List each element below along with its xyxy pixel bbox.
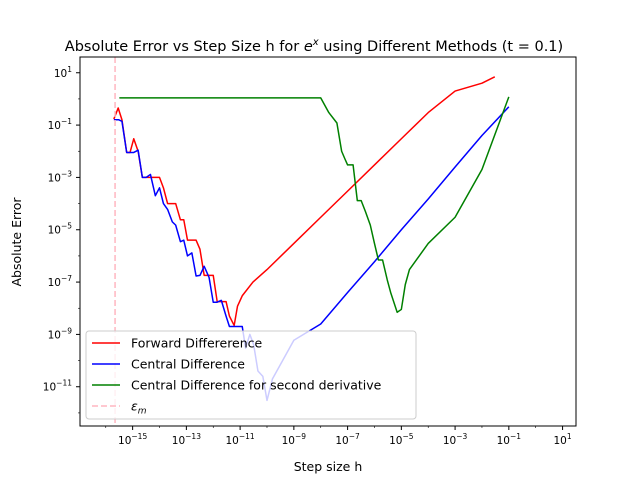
- x-axis-ticks: 10−15 10−13 10−11 10−9 10−7 10−5 10−3 10−1 101: [105, 426, 572, 447]
- ytick-exp: −5: [61, 222, 72, 231]
- ytick-base: 10: [48, 172, 61, 184]
- chart-title-suffix: using Different Methods (t = 0.1): [319, 39, 564, 55]
- ytick-exp: −11: [56, 379, 72, 388]
- chart-title-math: e: [304, 39, 313, 55]
- ytick-base: 10: [48, 277, 61, 289]
- x-tick-label: 101: [553, 432, 571, 447]
- y-tick-label: 10−1: [48, 117, 73, 132]
- xtick-exp: −5: [403, 432, 414, 441]
- chart-title-prefix: Absolute Error vs Step Size h for: [65, 39, 304, 55]
- legend-label: Central Difference: [131, 357, 245, 372]
- xtick-base: 10: [553, 435, 566, 447]
- xtick-exp: −7: [349, 432, 360, 441]
- xtick-exp: −3: [456, 432, 467, 441]
- xtick-base: 10: [497, 435, 510, 447]
- ytick-exp: −3: [61, 169, 72, 178]
- xtick-exp: −11: [239, 432, 255, 441]
- xtick-exp: −9: [295, 432, 306, 441]
- x-tick-label: 10−7: [335, 432, 360, 447]
- legend-label: εm: [131, 399, 147, 417]
- series-line-2: [119, 96, 510, 314]
- xtick-base: 10: [172, 435, 185, 447]
- ytick-exp: 1: [67, 65, 72, 74]
- ytick-exp: −9: [61, 326, 72, 335]
- y-tick-label: 10−5: [48, 222, 73, 237]
- y-tick-label: 10−7: [48, 274, 73, 289]
- legend-label-sub: m: [138, 407, 147, 417]
- ytick-base: 10: [48, 329, 61, 341]
- legend: Forward Differerence Central Difference Ce…: [85, 330, 417, 420]
- legend-label-base: ε: [131, 399, 138, 414]
- xtick-base: 10: [443, 435, 456, 447]
- xtick-base: 10: [118, 435, 131, 447]
- ytick-exp: −1: [61, 117, 72, 126]
- x-tick-label: 10−5: [389, 432, 414, 447]
- x-tick-label: 10−11: [226, 432, 255, 447]
- legend-frame: [85, 330, 417, 420]
- x-tick-label: 10−1: [497, 432, 522, 447]
- x-axis-label: Step size h: [294, 459, 363, 474]
- xtick-base: 10: [226, 435, 239, 447]
- xtick-exp: 1: [567, 432, 572, 441]
- y-tick-label: 10−9: [48, 326, 73, 341]
- plot-frame: [79, 56, 577, 427]
- x-tick-label: 10−3: [443, 432, 468, 447]
- ytick-base: 10: [54, 68, 67, 80]
- ytick-base: 10: [48, 225, 61, 237]
- ytick-base: 10: [48, 120, 61, 132]
- y-tick-label: 101: [54, 65, 72, 80]
- xtick-base: 10: [335, 435, 348, 447]
- xtick-exp: −15: [131, 432, 147, 441]
- ytick-exp: −7: [61, 274, 72, 283]
- legend-label: Central Difference for second derivative: [131, 378, 382, 393]
- xtick-base: 10: [389, 435, 402, 447]
- xtick-exp: −13: [185, 432, 201, 441]
- y-tick-label: 10−3: [48, 169, 73, 184]
- x-tick-label: 10−13: [172, 432, 201, 447]
- chart-title: Absolute Error vs Step Size h for ex usi…: [65, 37, 563, 55]
- series-line-0: [113, 76, 496, 327]
- ytick-base: 10: [43, 382, 56, 394]
- y-axis-label: Absolute Error: [9, 197, 24, 287]
- xtick-base: 10: [282, 435, 295, 447]
- xtick-exp: −1: [510, 432, 521, 441]
- x-tick-label: 10−9: [282, 432, 307, 447]
- x-tick-label: 10−15: [118, 432, 147, 447]
- chart-title-sup: x: [312, 37, 319, 48]
- y-tick-label: 10−11: [43, 379, 72, 394]
- legend-label: Forward Differerence: [131, 336, 263, 351]
